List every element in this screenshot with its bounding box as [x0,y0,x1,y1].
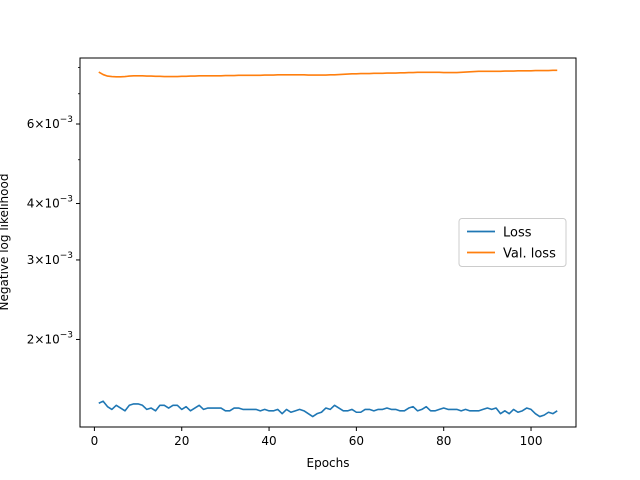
series-line-val-loss [98,69,558,78]
legend-box [458,218,567,267]
x-tick-label: 20 [174,434,189,448]
plot-frame [79,57,577,428]
x-tick-label: 100 [520,434,543,448]
series-layer [98,69,558,418]
legend: Loss Val. loss [458,218,567,267]
x-axis-label: Epochs [307,456,350,470]
legend-label: Val. loss [503,247,556,262]
y-axis-label: Negative log likelihood [0,174,11,311]
x-tick-label: 80 [436,434,451,448]
y-tick-label: 3×10−3 [27,251,73,267]
x-tick-label: 60 [349,434,364,448]
x-tick-label: 0 [91,434,99,448]
y-tick-label: 2×10−3 [27,330,73,346]
y-tick-label: 4×10−3 [27,195,73,211]
y-tick-label: 6×10−3 [27,115,73,131]
legend-label: Loss [503,226,532,241]
series-line-loss [98,400,558,418]
x-axis-ticks: 0 20 40 60 80 100 [91,427,543,448]
x-tick-label: 40 [261,434,276,448]
